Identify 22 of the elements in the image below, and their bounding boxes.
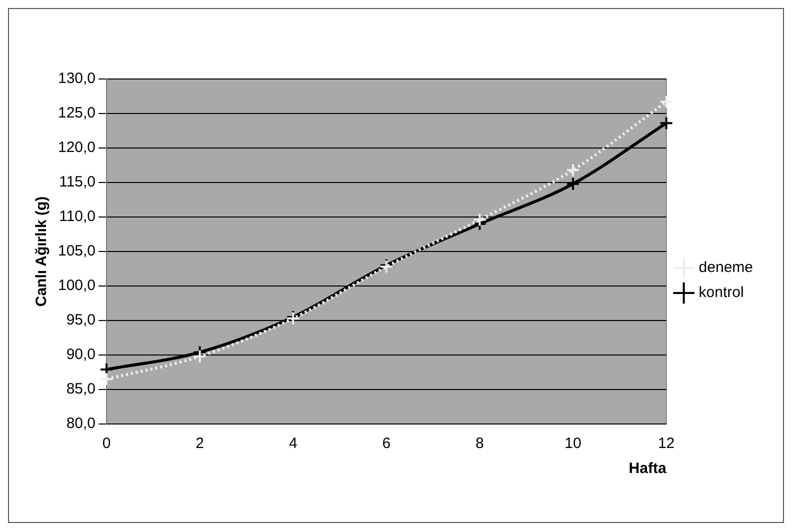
y-tick-label: 95,0: [66, 312, 96, 329]
y-tick-label: 120,0: [58, 139, 96, 156]
y-tick-label: 90,0: [66, 346, 96, 364]
x-tick-label: 0: [102, 435, 111, 452]
y-tick-label: 130,0: [58, 70, 96, 88]
legend-label: kontrol: [698, 284, 744, 302]
y-tick-label: 80,0: [66, 415, 96, 432]
y-tick-label: 115,0: [59, 174, 96, 191]
x-tick-label: 2: [196, 435, 204, 452]
legend-label: deneme: [698, 259, 754, 276]
y-tick-label: 110,0: [59, 208, 96, 226]
y-tick-label: 125,0: [58, 104, 96, 122]
x-tick-label: 12: [658, 435, 675, 452]
y-tick-label: 100,0: [58, 277, 96, 294]
y-axis-title: Canlı Ağırlık (g): [33, 196, 50, 307]
x-tick-label: 8: [476, 435, 484, 452]
y-tick-label: 85,0: [66, 380, 96, 398]
x-tick-label: 4: [288, 435, 298, 452]
y-tick-label: 105,0: [58, 242, 96, 260]
x-tick-label: 10: [564, 435, 582, 452]
x-axis-title: Hafta: [628, 460, 667, 478]
x-tick-label: 6: [382, 435, 391, 452]
